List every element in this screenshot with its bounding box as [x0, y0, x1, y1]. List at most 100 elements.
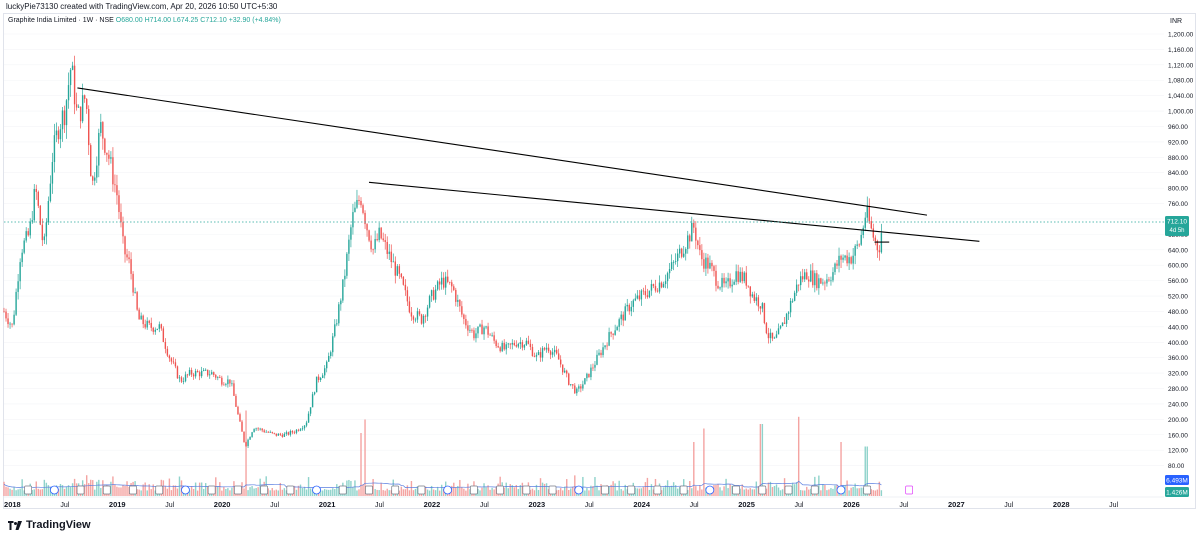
future-earnings-marker-icon[interactable]	[905, 485, 913, 495]
volume-bar	[269, 490, 271, 496]
volume-bar	[243, 488, 245, 496]
earnings-marker-icon[interactable]	[391, 485, 400, 495]
earnings-marker-icon[interactable]	[548, 485, 557, 495]
earnings-marker-icon[interactable]	[24, 485, 32, 495]
earnings-marker-icon[interactable]	[365, 485, 373, 495]
candle-body	[860, 234, 862, 245]
earnings-marker-icon[interactable]	[260, 485, 268, 495]
earnings-marker-icon[interactable]	[810, 485, 819, 495]
candle-body	[231, 383, 233, 385]
volume-bar	[797, 416, 800, 496]
earnings-marker-icon[interactable]	[470, 485, 478, 495]
earnings-marker-icon[interactable]	[496, 485, 504, 495]
symbol-title[interactable]: Graphite India Limited · 1W · NSE	[8, 17, 114, 24]
dividend-marker-icon[interactable]	[312, 485, 321, 495]
candle-body	[632, 300, 635, 307]
volume-bar	[757, 486, 760, 496]
volume-bar	[196, 490, 199, 496]
earnings-marker-icon[interactable]	[234, 485, 242, 495]
volume-bar	[255, 487, 257, 496]
candle-body	[382, 238, 384, 241]
candle-body	[529, 343, 532, 347]
candle-body	[106, 152, 108, 155]
earnings-marker-icon[interactable]	[286, 485, 295, 495]
candle-body	[305, 422, 308, 426]
volume-bar	[541, 482, 544, 496]
volume-bar	[557, 489, 560, 496]
volume-bar	[116, 486, 118, 496]
candle-body	[79, 106, 82, 122]
candle-body	[180, 377, 183, 382]
candle-body	[148, 320, 150, 323]
candle-body	[412, 316, 415, 320]
earnings-marker-icon[interactable]	[758, 485, 767, 495]
y-tick-label: 840.00	[1168, 170, 1188, 177]
volume-bar	[192, 489, 195, 496]
candle-body	[707, 257, 709, 269]
volume-bar	[154, 490, 156, 496]
candle-body	[559, 359, 562, 365]
brand-name: TradingView	[26, 519, 91, 531]
volume-bar	[561, 490, 564, 496]
candle-body	[822, 282, 824, 284]
earnings-marker-icon[interactable]	[627, 485, 636, 495]
candle-body	[140, 315, 142, 320]
volume-bar	[346, 480, 348, 496]
candle-body	[862, 227, 864, 235]
dividend-marker-icon[interactable]	[181, 485, 190, 495]
earnings-marker-icon[interactable]	[679, 485, 688, 495]
y-tick-label: 240.00	[1168, 401, 1188, 408]
dividend-marker-icon[interactable]	[443, 485, 453, 495]
candle-body	[279, 433, 282, 435]
candle-body	[844, 255, 846, 258]
volume-ma-tag-value: 1.426M	[1166, 490, 1188, 497]
volume-bar	[354, 480, 356, 496]
earnings-marker-icon[interactable]	[76, 485, 85, 495]
earnings-marker-icon[interactable]	[129, 485, 137, 495]
volume-bar	[323, 489, 326, 496]
volume-bar	[227, 488, 229, 496]
candle-body	[440, 277, 443, 285]
candle-body	[398, 266, 401, 274]
dividend-marker-icon[interactable]	[49, 485, 59, 495]
tradingview-brand[interactable]: TradingView	[8, 519, 91, 531]
candle-body	[509, 343, 511, 345]
earnings-marker-icon[interactable]	[732, 485, 740, 495]
volume-bar	[453, 482, 455, 496]
candle-body	[850, 257, 852, 264]
candle-body	[644, 291, 647, 296]
earnings-marker-icon[interactable]	[784, 485, 793, 495]
earnings-marker-icon[interactable]	[417, 485, 426, 495]
volume-bar	[664, 485, 667, 496]
candle-body	[414, 319, 417, 321]
candle-body	[818, 278, 820, 289]
volume-bar	[426, 489, 429, 496]
dividend-marker-icon[interactable]	[574, 485, 584, 495]
volume-bar	[719, 487, 721, 496]
volume-bar	[646, 477, 649, 496]
candle-body	[43, 236, 46, 241]
earnings-marker-icon[interactable]	[522, 485, 531, 495]
earnings-marker-icon[interactable]	[207, 485, 216, 495]
volume-bar	[334, 489, 336, 496]
volume-bar	[828, 489, 830, 496]
candle-body	[604, 345, 606, 348]
candle-body	[789, 300, 792, 313]
earnings-marker-icon[interactable]	[338, 485, 347, 495]
dividend-marker-icon[interactable]	[836, 485, 846, 495]
y-tick-label: 1,200.00	[1168, 32, 1194, 39]
candle-body	[660, 282, 663, 288]
candle-body	[209, 374, 211, 376]
earnings-marker-icon[interactable]	[653, 485, 662, 495]
volume-bar	[202, 489, 205, 496]
earnings-marker-icon[interactable]	[102, 485, 111, 495]
volume-bar	[382, 490, 384, 496]
x-tick-label: 2018	[4, 500, 21, 509]
dividend-marker-icon[interactable]	[705, 485, 715, 495]
candle-body	[350, 227, 352, 240]
earnings-marker-icon[interactable]	[863, 485, 872, 495]
earnings-marker-icon[interactable]	[155, 485, 164, 495]
candle-body	[55, 130, 58, 136]
earnings-marker-icon[interactable]	[601, 485, 609, 495]
